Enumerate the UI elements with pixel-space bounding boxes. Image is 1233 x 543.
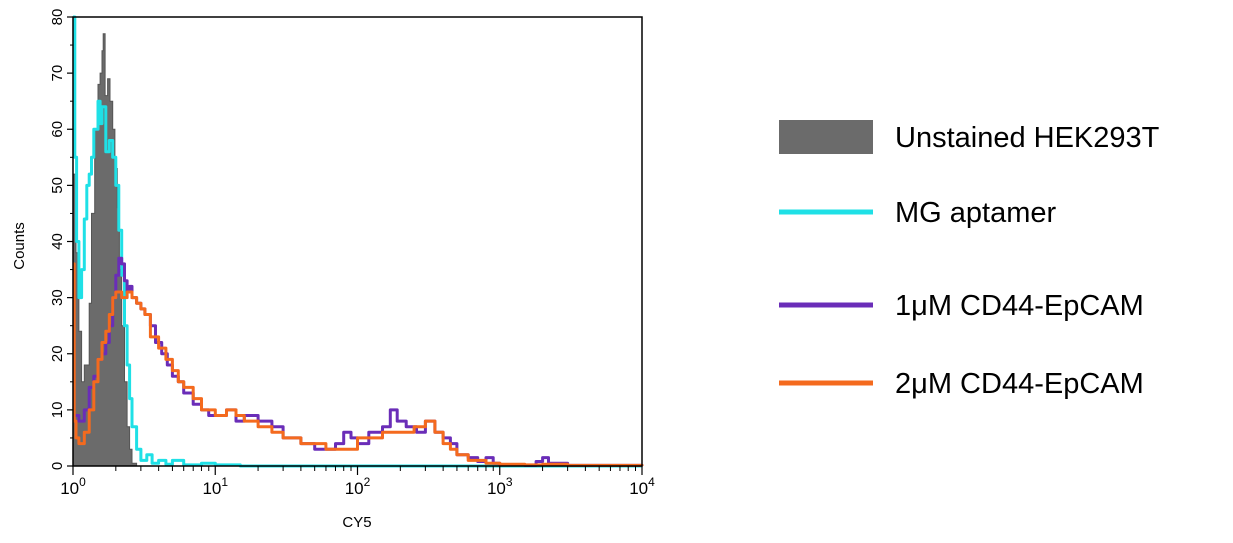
- legend-swatch-fill: [779, 120, 873, 154]
- series-line-2: [73, 256, 644, 467]
- y-tick-label: 10: [49, 402, 66, 419]
- x-tick-label: 104: [629, 475, 655, 498]
- y-tick-label: 80: [49, 9, 66, 26]
- x-axis-label: CY5: [342, 514, 371, 531]
- y-tick-label: 50: [49, 177, 66, 194]
- series-histogram-0: [72, 33, 138, 467]
- y-tick-label: 60: [49, 121, 66, 138]
- y-tick-label: 40: [49, 233, 66, 250]
- plot-frame: [72, 16, 643, 467]
- y-tick-label: 0: [49, 462, 66, 470]
- legend-label: MG aptamer: [895, 197, 1056, 229]
- legend-label: 2μM CD44-EpCAM: [895, 368, 1144, 400]
- y-tick-label: 30: [49, 289, 66, 306]
- legend-label: 1μM CD44-EpCAM: [895, 290, 1144, 322]
- axis-layer: 0 10 20 30 40 50 60 70 80 100 101 102 103 104: [49, 9, 655, 498]
- y-tick-label: 20: [49, 345, 66, 362]
- series-line-1: [73, 15, 642, 468]
- x-tick-label: 101: [202, 475, 228, 498]
- series-line-3: [72, 262, 644, 467]
- plot-layer: [72, 15, 644, 468]
- x-tick-label: 100: [60, 475, 86, 498]
- y-axis-label: Counts: [11, 222, 28, 270]
- x-tick-label: 103: [487, 475, 513, 498]
- x-tick-label: 102: [345, 475, 371, 498]
- legend: Unstained HEK293T MG aptamer 1μM CD44-EpCA…: [779, 120, 1160, 400]
- legend-label: Unstained HEK293T: [895, 122, 1160, 154]
- y-tick-label: 70: [49, 65, 66, 82]
